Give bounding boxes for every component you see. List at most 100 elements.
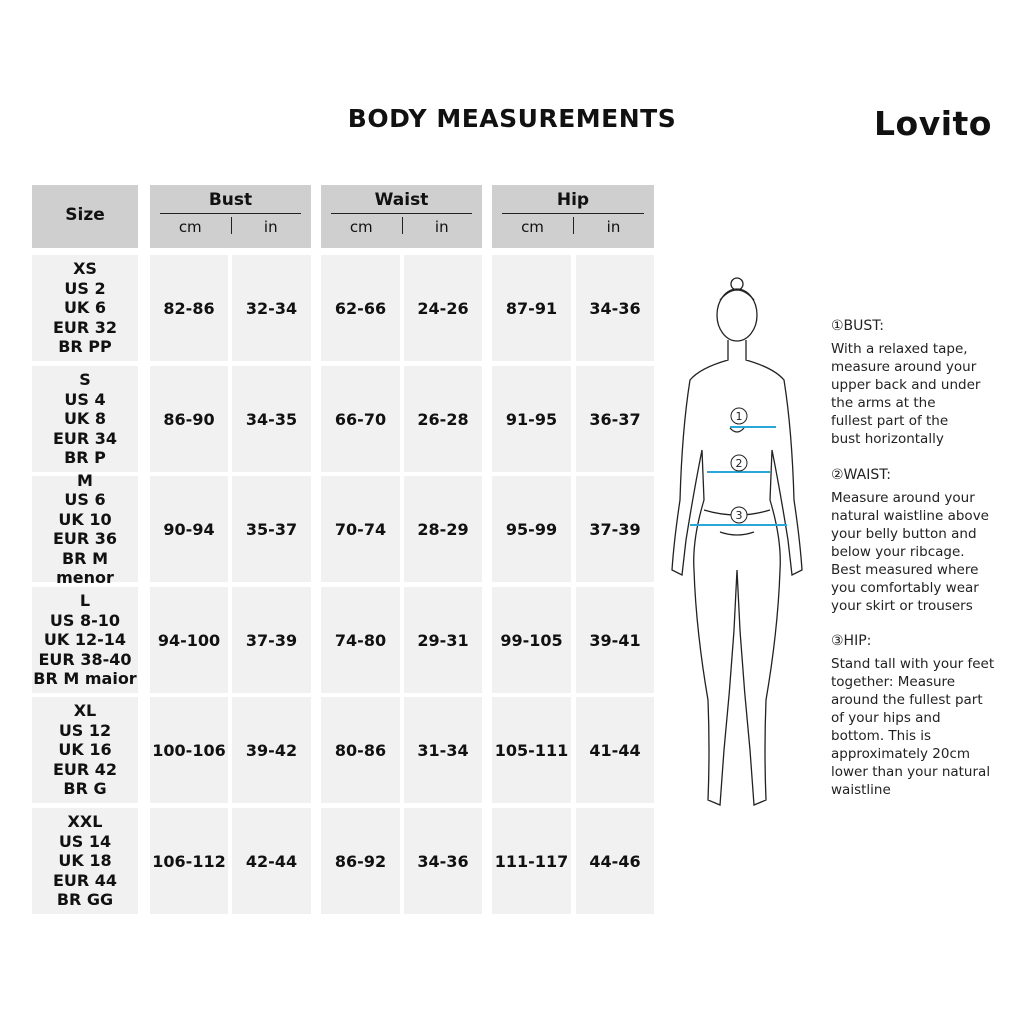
divider — [573, 217, 574, 234]
marker-2-icon — [730, 454, 748, 472]
size-cell: S US 4 UK 8 EUR 34 BR P — [32, 366, 138, 472]
size-label: BR PP — [58, 337, 112, 357]
measurement-cell: 82-86 — [150, 255, 228, 361]
divider — [160, 213, 301, 214]
hip-header: Hip cm in — [492, 185, 654, 248]
bust-guide-title: ①BUST: — [831, 318, 885, 334]
bust-header: Bust cm in — [150, 185, 311, 248]
size-label: EUR 38-40 — [38, 649, 132, 669]
measurement-cell: 29-31 — [404, 587, 482, 693]
marker-1: 1 — [736, 410, 743, 423]
in-label: in — [263, 218, 278, 236]
cm-label: cm — [521, 218, 544, 236]
size-label: US 14 — [58, 831, 112, 851]
measurement-cell: 86-92 — [321, 808, 400, 914]
divider — [401, 217, 403, 234]
measurement-cell: 99-105 — [492, 587, 571, 693]
size-label: UK 12-14 — [43, 630, 127, 650]
hip-guide-text: Stand tall with your feet together: Meas… — [831, 656, 995, 798]
measurement-cell: 44-46 — [576, 808, 654, 914]
size-label: UK 18 — [58, 851, 112, 871]
size-label: UK 10 — [58, 509, 112, 529]
waist-guide: ②WAIST: Measure around your natural waist… — [831, 466, 1021, 615]
measurement-cell: 35-37 — [232, 476, 311, 582]
cm-label: cm — [349, 218, 373, 236]
size-label: XL — [73, 701, 97, 721]
measurement-cell: 34-36 — [576, 255, 654, 361]
marker-3: 3 — [736, 509, 743, 522]
measurement-cell: 66-70 — [321, 366, 400, 472]
divider — [502, 213, 644, 214]
size-label: EUR 34 — [52, 428, 118, 448]
measurement-cell: 36-37 — [576, 366, 654, 472]
measurement-cell: 42-44 — [232, 808, 311, 914]
size-label: US 4 — [64, 389, 106, 409]
size-label: EUR 36 — [52, 529, 118, 548]
waist-guide-title: ②WAIST: — [831, 467, 891, 483]
size-label: BR M menor — [56, 548, 114, 588]
measurement-cell: 34-36 — [404, 808, 482, 914]
size-label: M — [77, 470, 93, 490]
measurement-cell: 39-41 — [576, 587, 654, 693]
size-label: BR P — [64, 448, 106, 468]
marker-3-icon — [730, 506, 748, 524]
bust-guide: ①BUST: With a relaxed tape, measure aroun… — [831, 317, 1021, 448]
size-label: XS — [73, 259, 97, 279]
brand-logo: Lovito — [874, 104, 992, 143]
divider — [230, 217, 232, 234]
measurement-cell: 94-100 — [150, 587, 228, 693]
marker-1-icon — [730, 407, 748, 425]
measurement-cell: 105-111 — [492, 697, 571, 803]
cm-label: cm — [178, 218, 202, 236]
measurement-cell: 74-80 — [321, 587, 400, 693]
size-label: EUR 32 — [52, 317, 118, 337]
size-label: L — [79, 591, 91, 611]
measurement-cell: 31-34 — [404, 697, 482, 803]
measurement-cell: 34-35 — [232, 366, 311, 472]
measurement-cell: 91-95 — [492, 366, 571, 472]
size-label: EUR 44 — [52, 870, 118, 890]
size-cell: XS US 2 UK 6 EUR 32 BR PP — [32, 255, 138, 361]
hip-guide: ③HIP: Stand tall with your feet together:… — [831, 632, 1021, 799]
measurement-cell: 86-90 — [150, 366, 228, 472]
measurement-cell: 37-39 — [232, 587, 311, 693]
bust-header-label: Bust — [208, 190, 253, 210]
measurement-cell: 100-106 — [150, 697, 228, 803]
size-label: BR G — [63, 779, 107, 799]
size-label: BR M maior — [33, 669, 137, 689]
measurement-cell: 37-39 — [576, 476, 654, 582]
measurement-cell: 28-29 — [404, 476, 482, 582]
waist-header: Waist cm in — [321, 185, 482, 248]
in-label: in — [606, 218, 621, 236]
hip-guide-title: ③HIP: — [831, 633, 872, 649]
hip-header-label: Hip — [556, 190, 590, 210]
size-label: EUR 42 — [52, 759, 118, 779]
measurement-cell: 106-112 — [150, 808, 228, 914]
size-cell: M US 6 UK 10 EUR 36 BR M menor — [32, 471, 138, 587]
size-label: BR GG — [56, 890, 114, 910]
page-title: BODY MEASUREMENTS — [347, 104, 677, 133]
measurement-cell: 70-74 — [321, 476, 400, 582]
size-label: UK 8 — [63, 409, 107, 429]
size-label: US 2 — [64, 278, 106, 298]
size-label: S — [79, 370, 91, 390]
measurement-cell: 32-34 — [232, 255, 311, 361]
marker-2: 2 — [736, 457, 743, 470]
size-label: UK 6 — [63, 298, 107, 318]
size-label: US 8-10 — [49, 610, 121, 630]
size-label: US 6 — [64, 490, 106, 509]
bust-guide-text: With a relaxed tape, measure around your… — [831, 341, 981, 447]
size-label: US 12 — [58, 720, 112, 740]
body-figure-illustration: 1 2 3 — [671, 277, 803, 806]
measurement-cell: 90-94 — [150, 476, 228, 582]
measurement-cell: 62-66 — [321, 255, 400, 361]
measurement-cell: 95-99 — [492, 476, 571, 582]
measurement-cell: 26-28 — [404, 366, 482, 472]
size-cell: XL US 12 UK 16 EUR 42 BR G — [32, 697, 138, 803]
measurement-cell: 87-91 — [492, 255, 571, 361]
in-label: in — [434, 218, 449, 236]
measurement-cell: 80-86 — [321, 697, 400, 803]
size-label: UK 16 — [58, 740, 112, 760]
measurement-cell: 41-44 — [576, 697, 654, 803]
measurement-cell: 111-117 — [492, 808, 571, 914]
